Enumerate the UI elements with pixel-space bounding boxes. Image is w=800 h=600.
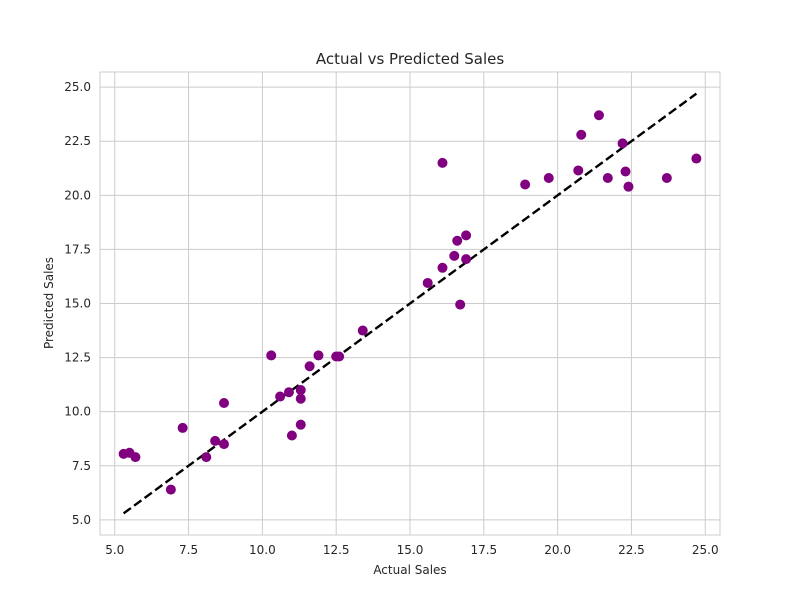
data-point <box>576 129 587 140</box>
data-point <box>623 181 634 192</box>
y-tick-label: 5.0 <box>72 513 91 527</box>
y-tick-label: 22.5 <box>64 134 91 148</box>
data-point <box>219 398 229 409</box>
x-tick-label: 10.0 <box>249 543 276 557</box>
data-point <box>461 230 472 241</box>
plot-frame <box>99 71 721 536</box>
data-point <box>455 299 466 310</box>
data-point <box>357 325 368 336</box>
data-point <box>617 138 628 149</box>
x-axis-label: Actual Sales <box>373 563 446 577</box>
y-tick-label: 20.0 <box>64 188 91 202</box>
points-layer <box>118 110 702 495</box>
data-point <box>304 361 315 372</box>
y-tick-labels: 5.0 7.5 10.0 12.5 15.0 17.5 20.0 22.5 25.0 <box>64 80 91 527</box>
data-point <box>295 385 306 396</box>
data-point <box>437 157 448 168</box>
data-point <box>449 250 460 261</box>
data-point <box>573 165 584 176</box>
x-tick-label: 7.5 <box>179 543 198 557</box>
data-point <box>452 235 463 246</box>
y-tick-label: 15.0 <box>64 297 91 311</box>
x-tick-label: 12.5 <box>323 543 350 557</box>
data-point <box>295 393 306 404</box>
x-tick-label: 17.5 <box>470 543 497 557</box>
data-point <box>266 350 277 361</box>
y-tick-label: 17.5 <box>64 242 91 256</box>
y-tick-label: 12.5 <box>64 351 91 365</box>
data-point <box>620 166 631 177</box>
data-point <box>313 350 324 361</box>
data-point <box>286 430 297 441</box>
y-tick-label: 7.5 <box>72 459 91 473</box>
data-point <box>593 110 604 121</box>
x-tick-label: 15.0 <box>397 543 424 557</box>
y-axis-label: Predicted Sales <box>42 257 56 349</box>
data-point <box>210 435 221 446</box>
data-point <box>219 439 229 450</box>
x-tick-label: 22.5 <box>618 543 645 557</box>
data-point <box>201 452 212 463</box>
data-point <box>422 277 433 288</box>
data-point <box>461 254 472 265</box>
chart-title: Actual vs Predicted Sales <box>316 50 505 68</box>
y-tick-label: 10.0 <box>64 405 91 419</box>
data-point <box>165 484 176 495</box>
data-point <box>691 153 702 164</box>
data-point <box>602 173 613 184</box>
data-point <box>275 391 286 402</box>
data-point <box>177 422 188 433</box>
x-tick-label: 25.0 <box>692 543 719 557</box>
x-tick-labels: 5.0 7.5 10.0 12.5 15.0 17.5 20.0 22.5 25.0 <box>105 543 718 557</box>
data-point <box>130 452 141 463</box>
data-point <box>283 387 294 398</box>
x-tick-label: 20.0 <box>544 543 571 557</box>
data-point <box>295 419 306 430</box>
data-point <box>520 179 531 190</box>
data-point <box>661 173 672 184</box>
data-point <box>437 262 448 273</box>
data-point <box>543 173 554 184</box>
y-tick-label: 25.0 <box>64 80 91 94</box>
data-point <box>334 351 345 362</box>
x-tick-label: 5.0 <box>105 543 124 557</box>
